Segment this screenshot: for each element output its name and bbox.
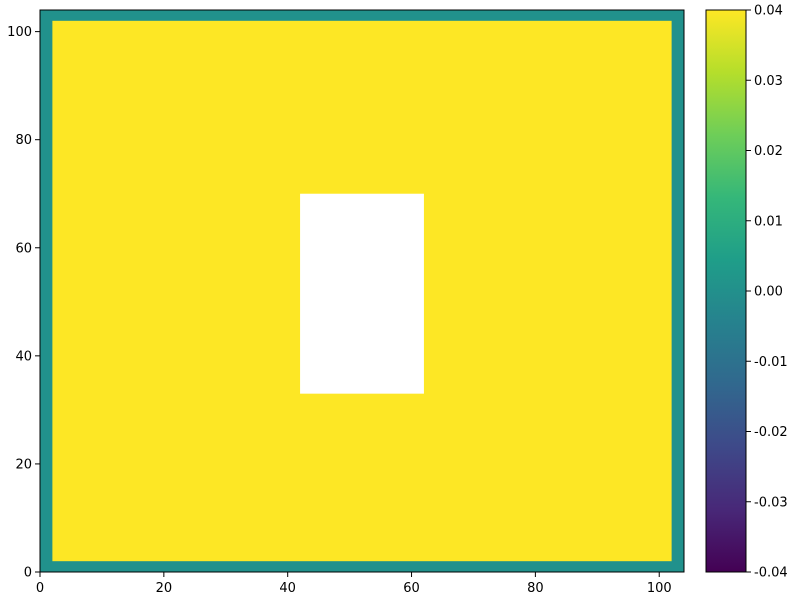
colorbar-tick-label: 0.04 (754, 4, 783, 19)
colorbar-tick-label: -0.04 (754, 566, 788, 581)
colorbar-tick-label: -0.03 (754, 495, 788, 510)
heatmap-region-masked-hole (300, 193, 424, 394)
x-tick-label: 100 (647, 581, 672, 596)
y-tick-label: 20 (15, 457, 32, 472)
x-tick-label: 40 (279, 581, 296, 596)
colorbar-tick-label: -0.02 (754, 425, 788, 440)
colorbar-tick-label: 0.00 (754, 285, 783, 300)
plot-frame (39, 9, 685, 573)
y-tick-label: 40 (15, 349, 32, 364)
x-axis: 0 20 40 60 80 100 (36, 572, 672, 596)
colorbar-tick-label: 0.03 (754, 74, 783, 89)
x-tick-label: 20 (156, 581, 173, 596)
y-tick-label: 100 (7, 25, 32, 40)
colorbar-tick-label: -0.01 (754, 355, 788, 370)
colorbar-tick-label: 0.02 (754, 144, 783, 159)
y-tick-label: 80 (15, 133, 32, 148)
colorbar: 0.04 0.03 0.02 0.01 0.00 -0.01 -0.02 -0.03 -0.04 (705, 4, 788, 581)
x-tick-label: 60 (403, 581, 420, 596)
plot-area (39, 9, 685, 573)
colorbar-tick-label: 0.01 (754, 214, 783, 229)
colorbar-gradient (705, 9, 747, 573)
y-axis: 0 20 40 60 80 100 (7, 25, 40, 581)
x-tick-label: 0 (36, 581, 44, 596)
x-tick-label: 80 (527, 581, 544, 596)
y-tick-label: 0 (24, 566, 32, 581)
y-tick-label: 60 (15, 241, 32, 256)
